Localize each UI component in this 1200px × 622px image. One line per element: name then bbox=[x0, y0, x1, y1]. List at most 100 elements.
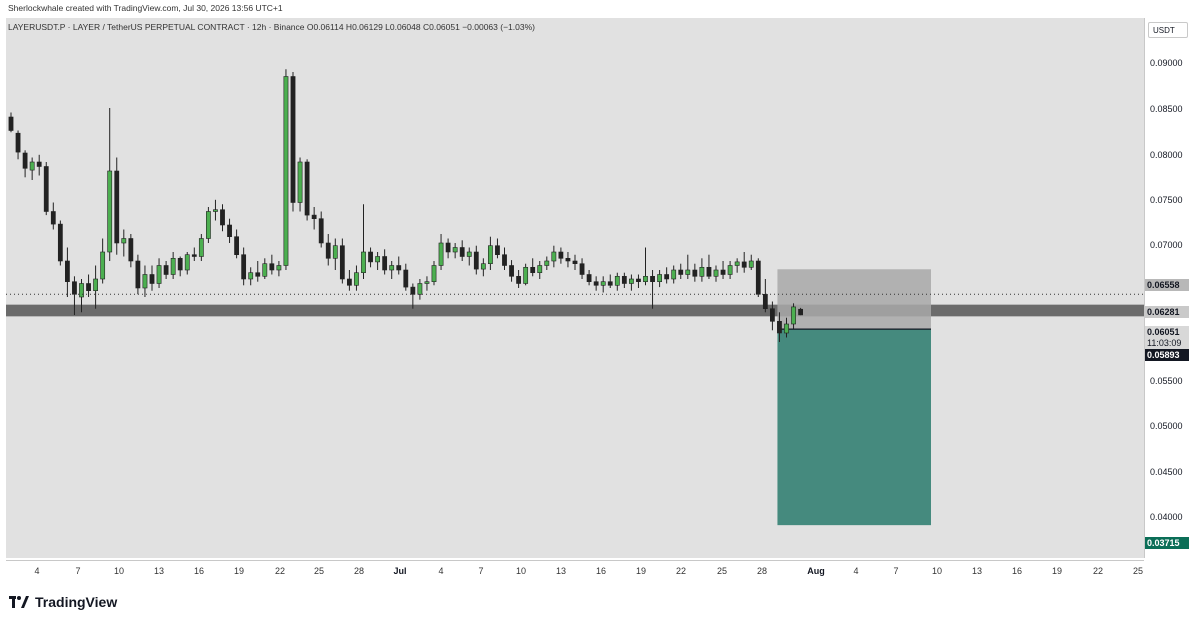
bull-candle bbox=[332, 245, 338, 259]
time-tick: 10 bbox=[931, 566, 943, 576]
bull-candle bbox=[438, 242, 444, 266]
bull-candle bbox=[93, 278, 98, 291]
price-tick: 0.05500 bbox=[1150, 376, 1183, 386]
bear-candle bbox=[36, 161, 42, 167]
bear-candle bbox=[586, 274, 592, 282]
time-tick: 25 bbox=[313, 566, 325, 576]
bull-candle bbox=[748, 260, 754, 268]
time-tick-month: Aug bbox=[807, 566, 825, 576]
bear-candle bbox=[163, 265, 169, 275]
bull-candle bbox=[734, 261, 740, 266]
bull-candle bbox=[142, 274, 148, 289]
bull-candle bbox=[156, 265, 162, 284]
bull-candle bbox=[685, 269, 691, 275]
bull-candle bbox=[184, 254, 190, 271]
bear-candle bbox=[22, 152, 28, 169]
price-tick: 0.09000 bbox=[1150, 58, 1183, 68]
bear-candle bbox=[318, 218, 324, 244]
bear-candle bbox=[50, 211, 56, 225]
bear-candle bbox=[495, 245, 500, 255]
bar-countdown: 11:03:09 bbox=[1145, 337, 1189, 349]
bear-candle bbox=[565, 257, 571, 262]
price-tick: 0.04500 bbox=[1150, 467, 1183, 477]
bear-candle bbox=[593, 281, 599, 286]
bear-candle bbox=[558, 251, 564, 259]
bear-candle bbox=[755, 260, 761, 295]
time-tick-month: Jul bbox=[393, 566, 407, 576]
chart-pane[interactable] bbox=[6, 18, 1144, 558]
bull-candle bbox=[600, 281, 606, 286]
time-axis[interactable] bbox=[6, 560, 1144, 581]
bear-candle bbox=[368, 251, 373, 263]
bear-candle bbox=[191, 254, 197, 257]
bear-candle bbox=[410, 286, 416, 295]
bear-candle bbox=[382, 256, 388, 271]
time-tick: 7 bbox=[893, 566, 899, 576]
bull-candle bbox=[417, 283, 423, 295]
time-tick: 25 bbox=[716, 566, 728, 576]
bear-candle bbox=[220, 209, 225, 226]
bear-candle bbox=[135, 260, 141, 289]
time-tick: 7 bbox=[478, 566, 484, 576]
bear-candle bbox=[516, 275, 521, 284]
time-tick: 22 bbox=[1092, 566, 1104, 576]
bear-candle bbox=[86, 283, 91, 291]
bear-candle bbox=[290, 76, 296, 203]
bear-candle bbox=[269, 263, 275, 271]
tradingview-brand[interactable]: TradingView bbox=[9, 594, 117, 610]
bear-candle bbox=[8, 116, 14, 131]
bull-candle bbox=[107, 170, 113, 253]
bull-candle bbox=[424, 281, 430, 284]
bull-candle bbox=[452, 247, 458, 253]
bull-candle bbox=[389, 265, 395, 271]
bull-candle bbox=[537, 265, 543, 273]
currency-selector[interactable]: USDT bbox=[1148, 22, 1188, 38]
bull-candle bbox=[79, 283, 84, 298]
time-tick: 28 bbox=[756, 566, 768, 576]
price-tick: 0.08500 bbox=[1150, 104, 1183, 114]
bull-candle bbox=[784, 323, 789, 334]
time-tick: 19 bbox=[1051, 566, 1063, 576]
bear-candle bbox=[798, 308, 803, 316]
bull-candle bbox=[248, 272, 254, 280]
bull-candle bbox=[480, 263, 486, 270]
bear-candle bbox=[636, 278, 641, 283]
bear-candle bbox=[339, 245, 345, 280]
bull-candle bbox=[213, 209, 218, 212]
bear-candle bbox=[149, 274, 155, 284]
price-tick: 0.07500 bbox=[1150, 195, 1183, 205]
bull-candle bbox=[657, 274, 662, 282]
bull-candle bbox=[121, 238, 127, 244]
bear-candle bbox=[241, 254, 247, 280]
entry-price-badge: 0.06281 bbox=[1145, 306, 1189, 318]
time-tick: 10 bbox=[113, 566, 125, 576]
bull-candle bbox=[671, 269, 677, 280]
stop-price-badge: 0.06558 bbox=[1145, 279, 1189, 291]
bull-candle bbox=[375, 256, 380, 263]
bull-candle bbox=[431, 265, 437, 283]
bear-candle bbox=[664, 274, 670, 280]
bull-candle bbox=[354, 272, 359, 286]
price-tick: 0.08000 bbox=[1150, 150, 1183, 160]
bear-candle bbox=[403, 269, 409, 288]
bear-candle bbox=[234, 236, 239, 255]
bull-candle bbox=[523, 266, 529, 284]
bear-candle bbox=[346, 278, 352, 286]
bull-candle bbox=[551, 251, 557, 262]
time-tick: 19 bbox=[233, 566, 245, 576]
bear-candle bbox=[72, 281, 77, 295]
tradingview-logo-icon bbox=[9, 596, 29, 608]
time-tick: 16 bbox=[1011, 566, 1023, 576]
chart-credit: Sherlockwhale created with TradingView.c… bbox=[8, 3, 283, 13]
price-tick: 0.07000 bbox=[1150, 240, 1183, 250]
bull-candle bbox=[466, 251, 472, 257]
bull-candle bbox=[791, 306, 796, 325]
bear-candle bbox=[15, 132, 21, 153]
bear-candle bbox=[128, 238, 134, 262]
price-tick: 0.05000 bbox=[1150, 421, 1183, 431]
bull-candle bbox=[544, 260, 550, 266]
bull-candle bbox=[198, 238, 204, 257]
time-tick: 4 bbox=[853, 566, 859, 576]
time-tick: 16 bbox=[193, 566, 205, 576]
